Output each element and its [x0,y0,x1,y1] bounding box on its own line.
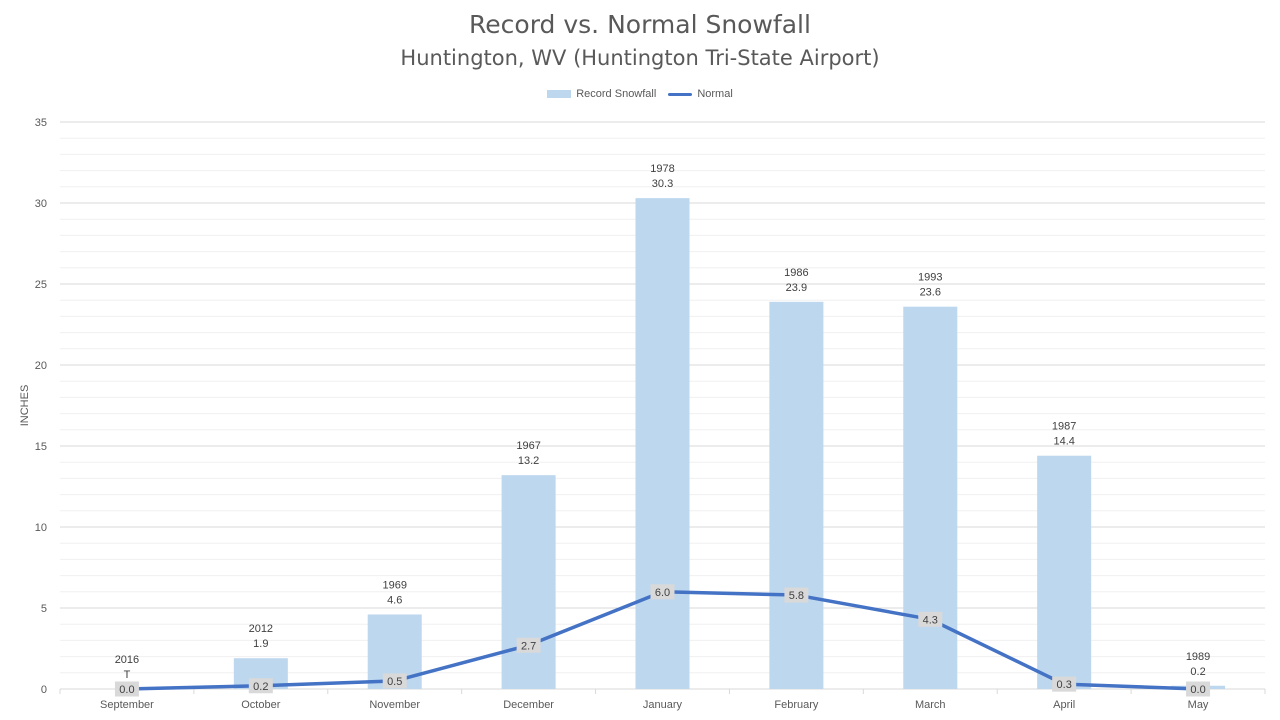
legend-swatch-normal [668,92,693,96]
line-value-label: 6.0 [655,587,670,599]
x-tick-label: November [369,699,420,711]
line-value-label: 0.0 [119,684,134,696]
bar-year-label: 1986 [784,267,808,279]
line-value-label: 0.5 [387,676,402,688]
bar-value-label: 13.2 [518,455,539,467]
line-label-box [114,681,139,697]
line-label-box [784,587,809,603]
x-tick-label: April [1053,699,1075,711]
x-tick-label: February [774,699,819,711]
y-tick-label: 10 [35,522,47,534]
bar-year-label: 1967 [516,440,540,452]
line-label-box [918,611,943,627]
bar-record-february [769,301,824,689]
line-value-label: 5.8 [789,590,804,602]
x-tick-label: March [915,699,946,711]
y-tick-label: 15 [35,441,47,453]
y-tick-label: 0 [41,684,47,696]
x-tick-label: May [1188,699,1209,711]
legend-label-record: Record Snowfall [576,88,657,100]
y-tick-label: 20 [35,360,47,372]
line-value-label: 0.3 [1057,679,1072,691]
line-value-label: 0.0 [1190,684,1205,696]
x-tick-label: September [100,699,154,711]
chart-title: Record vs. Normal Snowfall [469,10,811,39]
bar-value-label: 23.9 [786,282,807,294]
bar-year-label: 2016 [115,654,139,666]
x-tick-label: January [643,699,683,711]
bar-year-label: 1969 [382,579,406,591]
bar-year-label: 2012 [249,623,273,635]
legend-label-normal: Normal [697,88,733,100]
bar-value-label: 4.6 [387,594,402,606]
line-label-box [516,637,541,653]
line-label-box [1052,676,1077,692]
legend-item-normal[interactable]: Normal [668,88,733,100]
y-tick-label: 5 [41,603,47,615]
y-axis-title: INCHES [19,385,31,427]
chart-subtitle: Huntington, WV (Huntington Tri-State Air… [400,46,880,70]
legend-swatch-record [547,90,572,98]
line-value-label: 2.7 [521,640,536,652]
bar-record-march [903,306,958,689]
x-tick-label: October [241,699,280,711]
bar-year-label: 1987 [1052,421,1076,433]
bar-value-label: 1.9 [253,638,268,650]
line-label-box [1186,681,1211,697]
bar-value-label: 23.6 [920,287,941,299]
legend: Record Snowfall Normal [0,88,1280,100]
line-label-box [248,678,273,694]
bar-record-january [635,198,690,689]
bar-value-label: 14.4 [1053,436,1074,448]
y-tick-label: 35 [35,117,47,129]
line-value-label: 0.2 [253,681,268,693]
x-tick-label: December [503,699,554,711]
bar-year-label: 1989 [1186,651,1210,663]
line-value-label: 4.3 [923,614,938,626]
y-tick-label: 30 [35,198,47,210]
line-label-box [650,584,675,600]
bar-value-label: T [124,669,131,681]
bar-year-label: 1993 [918,272,942,284]
bar-record-december [501,475,556,689]
bar-value-label: 30.3 [652,178,673,190]
line-label-box [382,673,407,689]
bar-year-label: 1978 [650,163,674,175]
legend-item-record[interactable]: Record Snowfall [547,88,656,100]
y-tick-label: 25 [35,279,47,291]
bar-value-label: 0.2 [1190,666,1205,678]
bar-record-april [1037,455,1092,689]
